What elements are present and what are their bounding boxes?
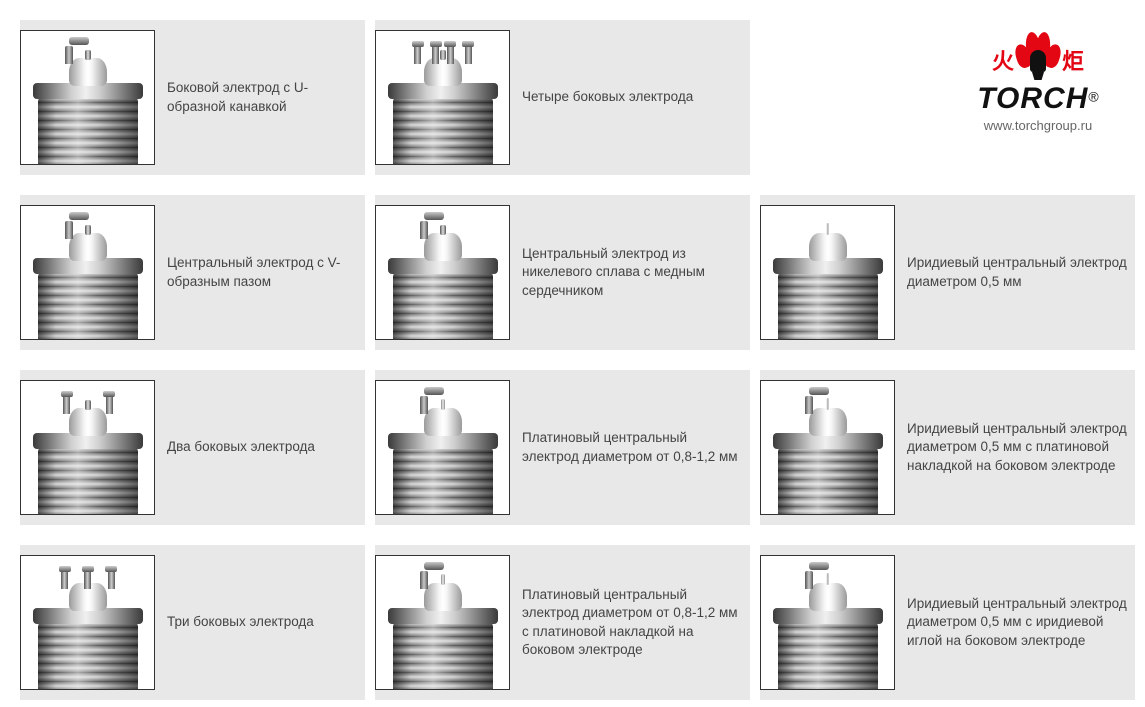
brand-cjk-left: 火 bbox=[992, 44, 1014, 76]
brand-url: www.torchgroup.ru bbox=[953, 118, 1123, 133]
desc-r2c1: Центральный электрод с V-образным пазом bbox=[167, 254, 365, 290]
plug-image-r3c2 bbox=[375, 380, 510, 515]
cell-r4c2: Платиновый центральный электрод диаметро… bbox=[375, 545, 750, 700]
brand-registered: ® bbox=[1088, 89, 1098, 105]
desc-r1c1: Боковой электрод с U-образной канавкой bbox=[167, 79, 365, 115]
cell-r2c2: Центральный электрод из никелевого сплав… bbox=[375, 195, 750, 350]
desc-r4c1: Три боковых электрода bbox=[167, 613, 322, 631]
flame-icon: 火 炬 bbox=[998, 28, 1078, 82]
plug-image-r2c3 bbox=[760, 205, 895, 340]
plug-image-r1c2 bbox=[375, 30, 510, 165]
cell-r4c3: Иридиевый центральный электрод диаметром… bbox=[760, 545, 1135, 700]
plug-image-r2c1 bbox=[20, 205, 155, 340]
plug-image-r4c3 bbox=[760, 555, 895, 690]
cell-r1c1: Боковой электрод с U-образной канавкой bbox=[20, 20, 365, 175]
desc-r2c2: Центральный электрод из никелевого сплав… bbox=[522, 245, 750, 300]
desc-r1c2: Четыре боковых электрода bbox=[522, 88, 701, 106]
cell-r2c1: Центральный электрод с V-образным пазом bbox=[20, 195, 365, 350]
cell-r3c3: Иридиевый центральный электрод диаметром… bbox=[760, 370, 1135, 525]
plug-image-r3c1 bbox=[20, 380, 155, 515]
brand-name: TORCH bbox=[977, 84, 1088, 114]
cell-r2c3: Иридиевый центральный электрод диаметром… bbox=[760, 195, 1135, 350]
desc-r3c2: Платиновый центральный электрод диаметро… bbox=[522, 429, 750, 465]
plug-image-r1c1 bbox=[20, 30, 155, 165]
plug-image-r3c3 bbox=[760, 380, 895, 515]
cell-r4c1: Три боковых электрода bbox=[20, 545, 365, 700]
desc-r4c2: Платиновый центральный электрод диаметро… bbox=[522, 586, 750, 659]
cell-r3c1: Два боковых электрода bbox=[20, 370, 365, 525]
desc-r2c3: Иридиевый центральный электрод диаметром… bbox=[907, 254, 1135, 290]
plug-image-r2c2 bbox=[375, 205, 510, 340]
plug-image-r4c2 bbox=[375, 555, 510, 690]
desc-r3c3: Иридиевый центральный электрод диаметром… bbox=[907, 420, 1135, 475]
cell-r1c2: Четыре боковых электрода bbox=[375, 20, 750, 175]
cell-r3c2: Платиновый центральный электрод диаметро… bbox=[375, 370, 750, 525]
brand-cjk-right: 炬 bbox=[1062, 44, 1084, 76]
brand-logo: 火 炬 TORCH® www.torchgroup.ru bbox=[953, 28, 1123, 133]
plug-image-r4c1 bbox=[20, 555, 155, 690]
desc-r4c3: Иридиевый центральный электрод диаметром… bbox=[907, 595, 1135, 650]
desc-r3c1: Два боковых электрода bbox=[167, 438, 323, 456]
